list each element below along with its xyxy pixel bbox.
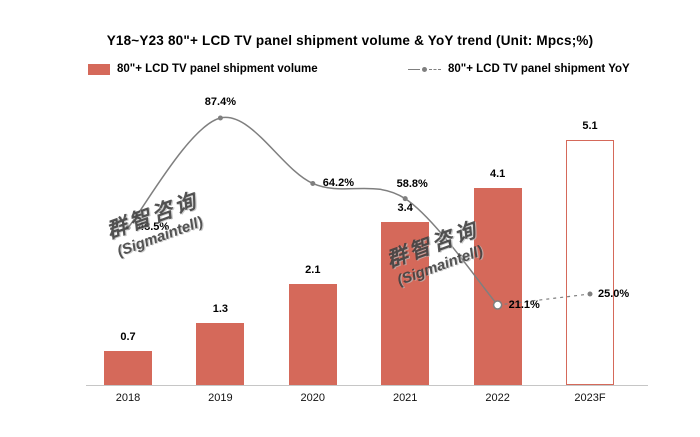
- yoy-marker-2019: [217, 115, 223, 121]
- yoy-value-label-2019: 87.4%: [204, 96, 236, 109]
- line-swatch: [408, 66, 441, 72]
- x-axis-label-2023F: 2023F: [574, 392, 606, 404]
- bar-2018: [104, 351, 152, 385]
- chart-title: Y18~Y23 80"+ LCD TV panel shipment volum…: [106, 33, 594, 48]
- bar-2021: [381, 221, 430, 385]
- line-swatch-marker-dot: [422, 66, 427, 72]
- yoy-line-solid: [127, 116, 499, 306]
- bar-2019: [196, 322, 245, 385]
- yoy-value-label-2022: 21.1%: [508, 298, 540, 311]
- x-axis-label-2018: 2018: [115, 392, 141, 404]
- bar-value-label-2020: 2.1: [305, 264, 321, 277]
- legend-item-volume: 80"+ LCD TV panel shipment volume: [88, 63, 318, 75]
- legend-label-volume: 80"+ LCD TV panel shipment volume: [117, 63, 318, 75]
- x-axis-label-2022: 2022: [485, 392, 510, 404]
- legend-label-yoy: 80"+ LCD TV panel shipment YoY: [448, 63, 630, 75]
- bar-value-label-2021: 3.4: [397, 201, 413, 214]
- bar-2020: [288, 284, 337, 385]
- x-axis-line: [86, 385, 648, 386]
- yoy-value-label-2020: 64.2%: [322, 177, 354, 190]
- bar-value-label-2019: 1.3: [212, 302, 229, 315]
- x-axis-label-2020: 2020: [300, 392, 326, 404]
- bar-swatch: [88, 63, 110, 75]
- bar-2023F: [566, 140, 614, 385]
- watermark-chinese-text: 群智咨询: [103, 188, 202, 244]
- bar-2022: [473, 188, 522, 385]
- yoy-value-label-2018: 48.5%: [138, 220, 170, 233]
- legend-item-yoy: 80"+ LCD TV panel shipment YoY: [408, 63, 630, 75]
- x-axis-label-2019: 2019: [208, 392, 233, 404]
- bar-value-label-2022: 4.1: [489, 168, 506, 181]
- x-axis-label-2021: 2021: [392, 392, 418, 404]
- yoy-value-label-2023F: 25.0%: [598, 288, 630, 300]
- bar-value-label-2023F: 5.1: [582, 120, 598, 133]
- yoy-marker-2018: [125, 225, 131, 231]
- bar-value-label-2018: 0.7: [120, 331, 136, 344]
- yoy-value-label-2021: 58.8%: [396, 177, 428, 190]
- line-swatch-solid-segment: [408, 68, 420, 70]
- yoy-marker-2021: [402, 196, 408, 202]
- yoy-marker-2020: [310, 180, 316, 186]
- line-swatch-dashed-segment: [429, 68, 441, 70]
